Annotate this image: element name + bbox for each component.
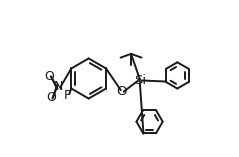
Text: F: F xyxy=(64,89,71,102)
Text: O: O xyxy=(44,70,54,84)
Text: O: O xyxy=(46,91,56,104)
Text: Si: Si xyxy=(134,74,146,87)
Text: O: O xyxy=(117,85,127,98)
Text: N: N xyxy=(54,81,63,93)
